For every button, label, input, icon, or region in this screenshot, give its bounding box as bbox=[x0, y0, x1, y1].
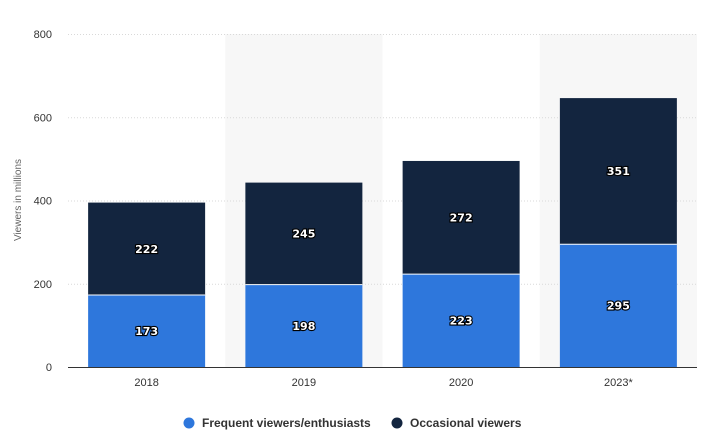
legend-marker bbox=[391, 417, 403, 429]
legend-marker bbox=[183, 417, 195, 429]
y-tick-label: 400 bbox=[34, 196, 52, 208]
bar-stack[interactable]: 223 272 bbox=[402, 160, 520, 367]
data-label: 222 bbox=[135, 243, 158, 256]
legend-label: Occasional viewers bbox=[410, 416, 522, 430]
data-label: 295 bbox=[607, 300, 630, 313]
data-label: 198 bbox=[292, 320, 315, 333]
bar-segment[interactable] bbox=[559, 98, 677, 245]
bar-stack[interactable]: 173 222 bbox=[88, 202, 206, 367]
bars: 173 222 198 245 223 272 295 351 bbox=[88, 98, 677, 367]
x-axis-ticks: 2018 2019 2020 2023* bbox=[134, 377, 633, 389]
bar-segment[interactable] bbox=[402, 274, 520, 367]
bar-segment[interactable] bbox=[88, 294, 206, 367]
data-label: 245 bbox=[292, 228, 315, 241]
bar-segment[interactable] bbox=[245, 182, 363, 285]
legend-item[interactable]: Occasional viewers bbox=[391, 416, 522, 430]
x-tick-label: 2023* bbox=[604, 377, 633, 389]
data-label: 173 bbox=[135, 325, 158, 338]
x-tick-label: 2018 bbox=[134, 377, 158, 389]
data-label: 272 bbox=[450, 212, 473, 225]
data-label: 223 bbox=[450, 315, 473, 328]
y-axis-label: Viewers in millions bbox=[13, 159, 24, 241]
legend-label: Frequent viewers/enthusiasts bbox=[202, 416, 371, 430]
bar-stack[interactable]: 295 351 bbox=[559, 98, 677, 367]
bar-stack[interactable]: 198 245 bbox=[245, 182, 363, 367]
legend-item[interactable]: Frequent viewers/enthusiasts bbox=[183, 416, 372, 430]
bar-segment[interactable] bbox=[88, 202, 206, 295]
y-tick-label: 600 bbox=[34, 112, 52, 124]
y-tick-label: 800 bbox=[34, 29, 52, 41]
y-tick-label: 200 bbox=[34, 279, 52, 291]
bar-segment[interactable] bbox=[245, 284, 363, 367]
bar-segment[interactable] bbox=[402, 160, 520, 275]
data-label: 351 bbox=[607, 165, 630, 178]
y-tick-label: 0 bbox=[46, 362, 52, 374]
y-axis-ticks: 0 200 400 600 800 bbox=[34, 29, 52, 374]
bar-segment[interactable] bbox=[559, 244, 677, 367]
x-tick-label: 2019 bbox=[292, 377, 316, 389]
legend[interactable]: Frequent viewers/enthusiasts Occasional v… bbox=[183, 416, 522, 430]
x-tick-label: 2020 bbox=[449, 377, 473, 389]
